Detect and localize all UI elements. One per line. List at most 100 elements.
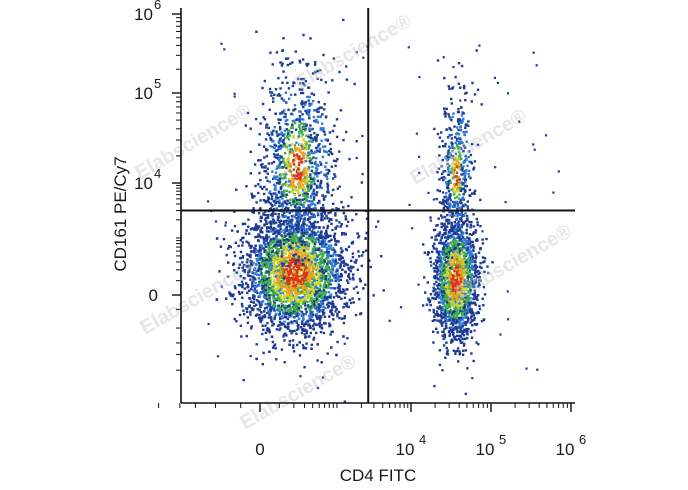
event-dot [275,358,278,361]
event-dot [343,302,346,306]
event-dot [236,230,239,233]
event-dot [309,299,312,303]
event-dot [291,275,294,279]
event-dot [292,264,295,268]
event-dot [272,308,276,311]
event-dot [311,127,314,131]
event-dot [269,316,273,319]
event-dot [284,284,287,287]
event-dot [469,321,472,324]
event-dot [292,200,295,203]
event-dot [264,324,267,327]
event-dot [289,277,292,280]
event-dot [263,224,266,227]
event-dot [287,169,291,172]
event-dot [267,298,270,301]
event-dot [286,118,289,122]
event-dot [291,219,294,222]
event-dot [433,283,436,286]
event-dot [332,259,335,263]
event-dot [274,192,277,195]
event-dot [268,180,271,184]
event-dot [317,266,321,269]
event-dot [347,266,350,270]
event-dot [291,232,294,235]
event-dot [279,295,283,298]
event-dot [466,246,470,250]
event-dot [342,206,345,209]
event-dot [360,254,364,257]
event-dot [286,136,290,139]
event-dot [323,210,327,214]
event-dot [302,241,305,244]
event-dot [330,165,334,168]
event-dot [273,279,276,282]
event-dot [263,185,266,189]
event-dot [281,81,284,84]
event-dot [285,237,289,241]
event-dot [463,342,466,346]
event-dot [261,102,265,106]
event-dot [267,258,270,261]
event-dot [347,305,350,309]
event-dot [305,335,308,338]
event-dot [466,274,469,277]
event-dot [301,274,305,277]
event-dot [288,225,292,228]
event-dot [292,305,296,308]
event-dot [243,270,246,274]
event-dot [287,207,290,210]
event-dot [292,229,295,232]
event-dot [286,256,289,260]
event-dot [304,271,308,274]
event-dot [298,317,301,320]
event-dot [333,237,337,241]
event-dot [270,253,273,256]
event-dot [445,326,448,330]
event-dot [285,173,288,176]
event-dot [246,264,249,268]
event-dot [305,198,308,201]
event-dot [283,220,286,223]
event-dot [287,278,290,281]
event-dot [318,250,322,253]
event-dot [285,326,288,329]
event-dot [275,234,278,237]
event-dot [312,228,315,231]
event-dot [277,244,280,247]
event-dot [321,261,325,264]
event-dot [293,205,297,209]
event-dot [298,203,301,206]
event-dot [261,286,265,290]
event-dot [292,158,295,161]
event-dot [258,244,261,247]
event-dot [324,265,328,268]
event-dot [269,91,272,94]
event-dot [290,189,294,193]
event-dot [302,126,305,129]
event-dot [225,297,228,300]
event-dot [470,279,474,282]
event-dot [309,277,312,281]
event-dot [306,323,310,327]
event-dot [281,257,284,260]
event-dot [310,233,313,236]
event-dot [284,112,287,116]
event-dot [259,207,262,210]
event-dot [279,230,283,233]
event-dot [316,69,319,73]
event-dot [315,292,319,295]
event-dot [306,193,309,196]
event-dot [292,346,295,349]
event-dot [328,131,332,134]
event-dot [335,219,338,222]
event-dot [297,313,301,316]
event-dot [305,285,308,289]
event-dot [305,274,308,277]
event-dot [276,231,280,234]
event-dot [446,311,449,315]
event-dot [314,146,318,150]
event-dot [291,177,294,180]
event-dot [331,79,334,82]
event-dot [311,287,314,290]
